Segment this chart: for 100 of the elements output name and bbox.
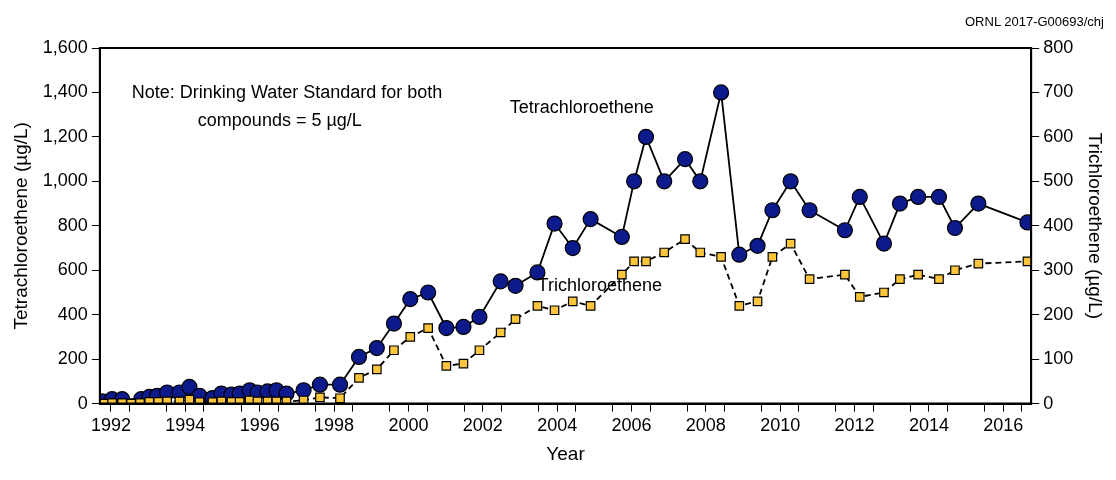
x-tick-label: 2006 (611, 415, 652, 436)
series-label: Trichloroethene (537, 275, 662, 296)
y-tick-label: 600 (57, 259, 88, 280)
point (767, 252, 778, 262)
point (262, 396, 273, 404)
x-tick-label: 2002 (462, 415, 503, 436)
point (950, 265, 960, 276)
y2-tick-label: 500 (1043, 170, 1074, 191)
y-tick-label: 800 (57, 214, 88, 235)
y2-tick-label: 0 (1043, 392, 1054, 413)
point (613, 228, 630, 246)
point (713, 84, 730, 101)
point (659, 247, 670, 258)
point (402, 291, 419, 308)
point (629, 256, 639, 267)
y2-tick-label: 200 (1043, 303, 1074, 324)
point (441, 360, 452, 371)
point (970, 195, 987, 212)
point (162, 396, 172, 404)
x-tick-label: 2016 (983, 415, 1024, 436)
point (423, 323, 433, 333)
point (471, 308, 488, 326)
point (510, 314, 521, 324)
point (930, 188, 948, 206)
point (546, 215, 563, 232)
point (851, 188, 868, 206)
point (804, 274, 815, 284)
point (582, 211, 599, 228)
text: ORNL 2017-G00693/chj (965, 14, 1105, 30)
y-tick-label: 1,400 (42, 81, 88, 102)
x-tick-label: 1998 (314, 415, 355, 436)
point (891, 195, 909, 212)
point (492, 273, 509, 290)
point (641, 256, 651, 267)
point (495, 327, 506, 338)
point (549, 305, 560, 316)
point (216, 396, 227, 404)
point (656, 173, 673, 190)
point (311, 376, 329, 393)
point (181, 378, 198, 396)
x-axis-title: Year (546, 442, 586, 464)
point (281, 396, 292, 404)
point (474, 345, 485, 356)
y-tick-label: 400 (57, 303, 88, 324)
point (913, 269, 923, 280)
point (875, 235, 893, 252)
point (764, 202, 781, 219)
point (934, 274, 944, 284)
point (350, 348, 368, 366)
point (910, 188, 927, 206)
x-tick-label: 1996 (239, 415, 280, 436)
point (676, 151, 694, 168)
point (895, 274, 905, 284)
point (973, 258, 984, 269)
y-tick-label: 1,600 (42, 36, 88, 57)
point (680, 234, 690, 244)
point (295, 382, 312, 399)
point (801, 202, 818, 219)
point (731, 246, 748, 263)
point (252, 396, 263, 404)
point (174, 396, 185, 404)
y-tick-label: 200 (57, 348, 88, 369)
point (438, 319, 455, 337)
point (335, 393, 345, 404)
point (507, 277, 524, 294)
point (840, 269, 850, 280)
x-tick-label: 2008 (685, 415, 726, 436)
point (455, 318, 472, 336)
y2-tick-label: 800 (1043, 36, 1074, 57)
x-tick-label: 1992 (90, 415, 132, 436)
y-tick-label: 1,000 (42, 170, 88, 191)
y2-tick-label: 300 (1043, 259, 1074, 280)
point (749, 237, 766, 254)
point (567, 296, 578, 307)
x-tick-label: 2010 (760, 415, 801, 436)
point (564, 239, 581, 257)
point (420, 284, 437, 301)
x-tick-label: 2000 (388, 415, 429, 436)
x-tick-label: 1994 (165, 415, 206, 436)
point (854, 292, 865, 302)
y2-tick-label: 600 (1043, 125, 1074, 146)
y-tick-label: 1,200 (42, 125, 88, 146)
point (716, 252, 726, 262)
point (371, 364, 382, 375)
point (782, 173, 799, 190)
point (389, 345, 399, 356)
point (385, 315, 403, 332)
point (879, 287, 889, 298)
point (637, 128, 655, 145)
point (695, 247, 706, 258)
y2-tick-label: 100 (1043, 348, 1074, 369)
y2-tick-label: 400 (1043, 214, 1074, 235)
point (946, 219, 964, 237)
point (405, 332, 416, 342)
point (626, 173, 643, 190)
y2-axis-title: Trichloroethene (µg/L) (1085, 132, 1107, 320)
point (331, 376, 349, 393)
point (368, 339, 385, 357)
point (752, 296, 763, 307)
point (836, 222, 853, 239)
